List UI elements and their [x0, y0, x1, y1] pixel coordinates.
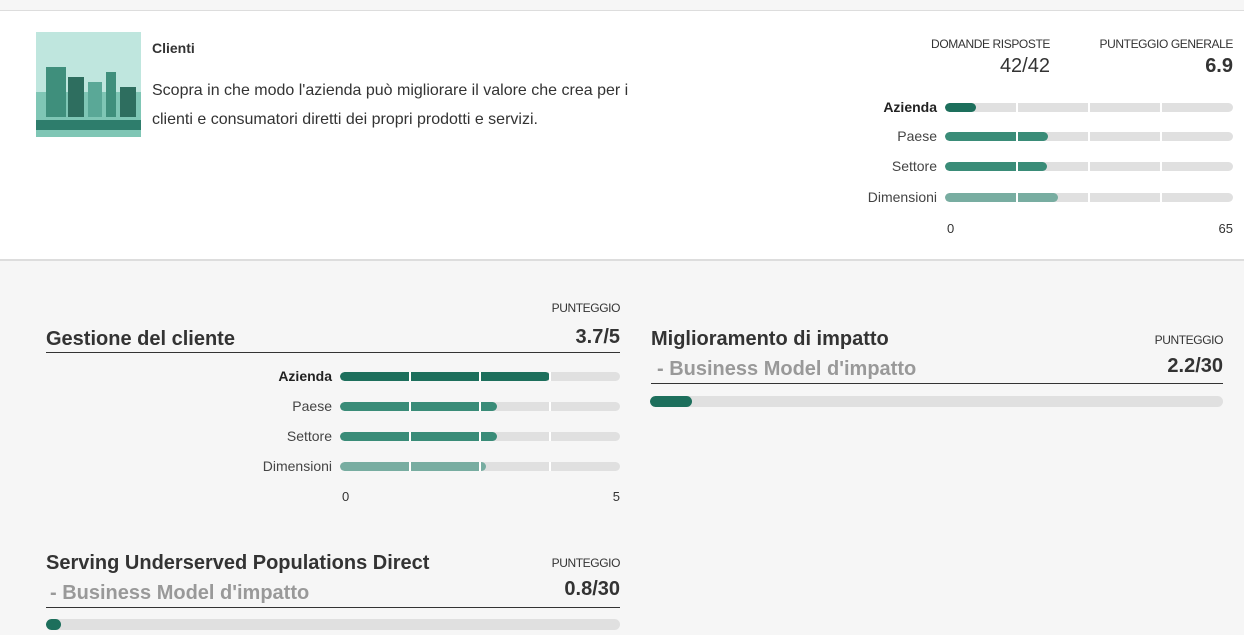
category-label: Paese [292, 398, 332, 414]
segment-gap [1088, 162, 1090, 171]
illustration [36, 32, 141, 137]
segment-gap [1088, 103, 1090, 112]
divider [651, 383, 1223, 384]
page: Clienti Scopra in che modo l'azienda può… [0, 0, 1244, 635]
segment-gap [549, 402, 551, 411]
x-tick-label: 0 [947, 221, 954, 236]
stat-label: DOMANDE RISPOSTE [931, 37, 1050, 51]
section-subtitle: - Business Model d'impatto [50, 582, 309, 605]
segment-gap [479, 402, 481, 411]
segment-gap [409, 462, 411, 471]
stat-label: PUNTEGGIO GENERALE [1100, 37, 1234, 51]
score-caption: PUNTEGGIO [552, 301, 620, 315]
segment-gap [549, 462, 551, 471]
section-title: Serving Underserved Populations Direct [46, 552, 429, 575]
segment-gap [1016, 193, 1018, 202]
segment-gap [409, 402, 411, 411]
score: 2.2/30 [1167, 355, 1223, 378]
category-label: Settore [892, 158, 937, 174]
segment-gap [1088, 132, 1090, 141]
bar-track [945, 132, 1233, 141]
segment-gap [549, 432, 551, 441]
bar-track [340, 432, 620, 441]
divider [46, 352, 620, 353]
segment-gap [479, 432, 481, 441]
score-caption: PUNTEGGIO [552, 556, 620, 570]
segment-gap [1016, 162, 1018, 171]
segment-gap [479, 462, 481, 471]
bar [46, 619, 61, 630]
bar-track [340, 372, 620, 381]
bar [945, 193, 1058, 202]
bar-track [340, 402, 620, 411]
bar [945, 103, 976, 112]
category-label: Azienda [883, 99, 937, 115]
stat-value: 6.9 [1205, 55, 1233, 78]
category-label: Azienda [278, 368, 332, 384]
score: 3.7/5 [576, 326, 620, 349]
bar-track [945, 103, 1233, 112]
bar-track [945, 193, 1233, 202]
score: 0.8/30 [564, 578, 620, 601]
section-subtitle: - Business Model d'impatto [657, 358, 916, 381]
category-label: Settore [287, 428, 332, 444]
segment-gap [409, 432, 411, 441]
bar-track [945, 162, 1233, 171]
category-label: Paese [897, 128, 937, 144]
segment-gap [1088, 193, 1090, 202]
segment-gap [1160, 162, 1162, 171]
card-title: Clienti [152, 40, 195, 56]
x-tick-label: 0 [342, 489, 349, 504]
bar [340, 402, 497, 411]
segment-gap [1160, 132, 1162, 141]
bar [340, 432, 497, 441]
segment-gap [479, 372, 481, 381]
score-caption: PUNTEGGIO [1155, 333, 1223, 347]
bar [945, 162, 1047, 171]
segment-gap [1016, 103, 1018, 112]
x-tick-label: 65 [1219, 221, 1233, 236]
card-description: Scopra in che modo l'azienda può miglior… [152, 76, 632, 134]
segment-gap [1160, 193, 1162, 202]
divider [46, 607, 620, 608]
bar [340, 462, 486, 471]
bar-track [46, 619, 620, 630]
section-title: Miglioramento di impatto [651, 328, 889, 351]
segment-gap [1160, 103, 1162, 112]
bar [945, 132, 1048, 141]
segment-gap [1016, 132, 1018, 141]
section-title: Gestione del cliente [46, 328, 235, 351]
bar [340, 372, 550, 381]
category-label: Dimensioni [868, 189, 937, 205]
segment-gap [409, 372, 411, 381]
segment-gap [549, 372, 551, 381]
category-label: Dimensioni [263, 458, 332, 474]
bar [650, 396, 692, 407]
bar-track [340, 462, 620, 471]
x-tick-label: 5 [613, 489, 620, 504]
bar-track [650, 396, 1223, 407]
stat-value: 42/42 [1000, 55, 1050, 78]
